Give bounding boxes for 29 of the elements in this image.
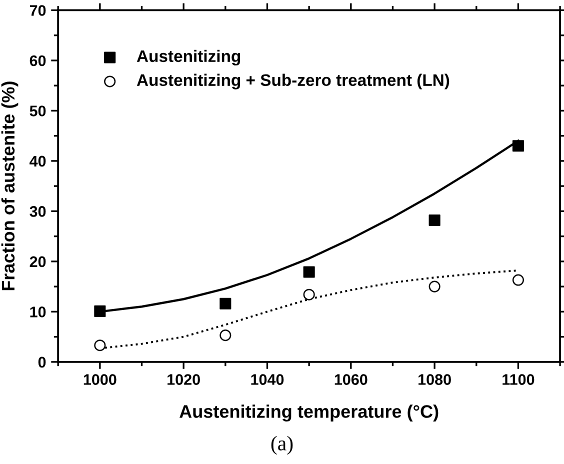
y-tick-label: 10 [30, 306, 46, 318]
point [512, 140, 524, 152]
point [428, 280, 440, 292]
y-tick-label: 70 [30, 5, 46, 16]
legend-label: Austenitizing [136, 50, 240, 66]
y-tick-label: 40 [30, 156, 46, 167]
point [303, 266, 315, 278]
y-tick-label: 0 [38, 356, 46, 368]
x-tick-label: 1100 [502, 374, 534, 385]
legend-label: Austenitizing + Sub-zero treatment (LN) [136, 74, 450, 90]
point [94, 305, 106, 317]
y-tick-label: 50 [30, 106, 46, 116]
point [220, 298, 232, 310]
point [512, 274, 524, 286]
y-tick-label: 30 [30, 206, 46, 217]
x-axis-title: Austenitizing temperature (°C) [180, 404, 438, 422]
point [428, 214, 440, 226]
x-tick-label: 1060 [334, 374, 368, 385]
x-tick-label: 1000 [84, 374, 116, 385]
y-tick-label: 60 [30, 55, 46, 66]
y-axis-title: Fraction of austenite (%) [1, 82, 18, 290]
point [220, 330, 232, 342]
x-tick-label: 1040 [251, 374, 284, 385]
point [94, 340, 106, 352]
text: (a) [271, 436, 293, 455]
x-tick-label: 1020 [168, 374, 200, 385]
point [303, 288, 315, 300]
x-tick-label: 1080 [418, 374, 451, 385]
y-tick-label: 20 [30, 256, 46, 268]
